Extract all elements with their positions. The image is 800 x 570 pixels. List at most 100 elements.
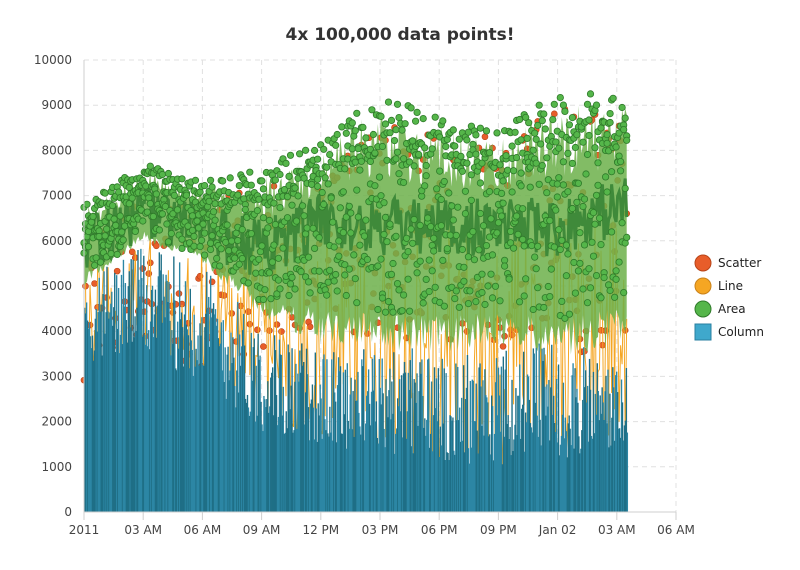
column-bar (414, 382, 416, 512)
legend-item-scatter[interactable]: Scatter (694, 254, 761, 272)
column-bar (276, 425, 279, 512)
area-point (511, 128, 519, 136)
area-point (559, 181, 568, 189)
column-bar (609, 393, 611, 512)
column-bar (348, 428, 350, 512)
column-bar (173, 256, 175, 512)
column-bar (175, 368, 177, 512)
legend[interactable]: Scatter Line Area Column (694, 254, 764, 341)
column-bar (603, 420, 605, 512)
column-bar (538, 343, 540, 512)
column-bar (540, 445, 542, 512)
area-point (362, 216, 370, 224)
area-point (226, 174, 234, 182)
area-point (216, 262, 224, 270)
area-point (383, 238, 391, 246)
area-point (294, 192, 302, 200)
column-bar (119, 334, 122, 512)
column-bar (265, 407, 267, 512)
column-bar (238, 392, 240, 512)
column-bar (151, 285, 154, 512)
column-bar (510, 455, 512, 512)
column-bar (509, 427, 511, 512)
area-point (570, 258, 578, 267)
area-point (410, 162, 418, 170)
column-bar (322, 359, 324, 512)
scatter-point (91, 280, 98, 287)
legend-item-column[interactable]: Column (694, 323, 764, 341)
area-point (142, 182, 150, 190)
area-point (532, 159, 540, 167)
area-point (564, 250, 572, 258)
column-bar (189, 288, 191, 512)
area-point (235, 260, 243, 268)
column-bar (588, 358, 591, 512)
area-point (404, 275, 412, 283)
x-tick-label: 09 AM (243, 523, 281, 537)
area-point (591, 144, 599, 152)
area-point (594, 181, 602, 189)
area-point (603, 139, 611, 147)
area-point (256, 248, 264, 256)
column-bar (87, 328, 90, 512)
area-point (500, 262, 509, 270)
column-bar (366, 391, 369, 512)
area-point (386, 129, 394, 137)
column-bar (194, 366, 196, 512)
column-bar (606, 423, 608, 512)
column-bar (154, 289, 157, 512)
area-point (356, 241, 364, 249)
column-bar (308, 440, 311, 512)
column-bar (172, 343, 174, 512)
area-point (520, 242, 528, 250)
column-bar (373, 355, 376, 512)
area-point (509, 244, 518, 252)
column-bar (380, 404, 382, 512)
column-bar (417, 425, 419, 512)
area-point (178, 175, 186, 183)
column-bar (301, 343, 303, 512)
area-point (478, 159, 486, 167)
area-point (383, 156, 391, 164)
area-point (264, 224, 272, 232)
column-bar (482, 380, 484, 512)
area-point (231, 254, 239, 262)
area-point (476, 179, 484, 187)
column-bar (104, 333, 106, 512)
column-bar (129, 327, 131, 512)
column-bar (145, 344, 147, 512)
area-point (301, 146, 310, 154)
column-bar (162, 274, 164, 512)
column-bar (281, 415, 284, 512)
area-point (416, 221, 424, 229)
area-point (381, 120, 390, 128)
area-point (163, 220, 171, 228)
column-bar (375, 401, 378, 512)
column-bar (621, 402, 624, 512)
area-point (360, 232, 368, 240)
column-bar (547, 406, 549, 512)
legend-item-line[interactable]: Line (694, 277, 743, 295)
area-point (350, 251, 358, 259)
column-bar (613, 387, 615, 512)
area-point (553, 180, 561, 188)
area-point (517, 136, 525, 144)
column-bar (287, 344, 289, 512)
area-point (463, 159, 471, 167)
column-bar (100, 304, 102, 512)
column-bar (397, 398, 399, 512)
column-bar (616, 371, 618, 512)
column-bar (442, 423, 444, 512)
column-bar (467, 448, 470, 512)
area-point (271, 220, 279, 229)
column-bar (355, 400, 357, 512)
area-point (389, 259, 397, 268)
area-point (351, 274, 359, 283)
area-point (321, 174, 329, 182)
x-tick-label: 06 AM (184, 523, 222, 537)
area-point (452, 231, 460, 239)
column-bar (274, 350, 277, 512)
area-point (118, 228, 126, 236)
column-bar (336, 385, 339, 512)
legend-item-area[interactable]: Area (694, 300, 746, 318)
